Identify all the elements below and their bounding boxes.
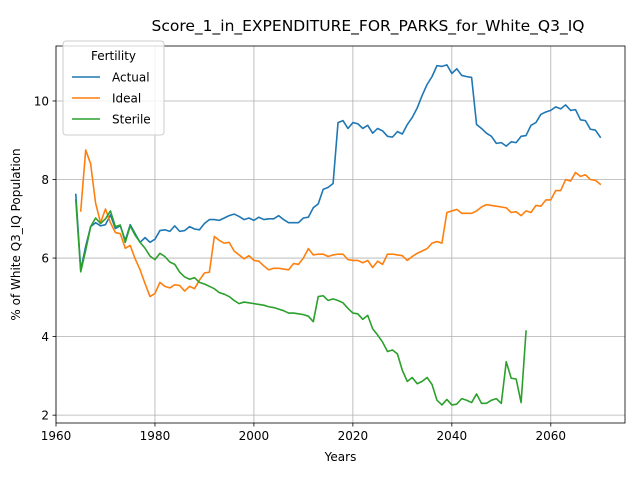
legend-label-ideal: Ideal xyxy=(112,92,141,106)
legend-label-actual: Actual xyxy=(112,71,150,85)
y-tick-label: 2 xyxy=(41,408,49,422)
grid-lines xyxy=(55,46,625,423)
x-tick-label: 1960 xyxy=(41,429,72,443)
x-tick-label: 2040 xyxy=(437,429,468,443)
series-layer xyxy=(74,64,602,406)
y-tick-label: 10 xyxy=(34,94,49,108)
y-tick-label: 4 xyxy=(41,330,49,344)
legend: Fertility Actual Ideal Sterile xyxy=(62,40,165,136)
series-line-ideal xyxy=(79,149,602,298)
chart-title: Score_1_in_EXPENDITURE_FOR_PARKS_for_Whi… xyxy=(151,17,584,36)
legend-box xyxy=(62,40,165,136)
legend-label-sterile: Sterile xyxy=(112,113,151,127)
x-axis-label: Years xyxy=(324,450,357,464)
y-tick-label: 6 xyxy=(41,251,49,265)
x-tick-label: 1980 xyxy=(140,429,171,443)
y-axis: 2 4 6 8 10 xyxy=(34,94,56,422)
legend-title: Fertility xyxy=(91,49,136,63)
y-axis-label: % of White Q3_IQ Population xyxy=(9,148,23,320)
series-line-sterile xyxy=(74,199,527,406)
x-tick-label: 2020 xyxy=(338,429,369,443)
series-line-actual xyxy=(74,64,602,271)
x-axis: 1960 1980 2000 2020 2040 2060 xyxy=(41,423,566,443)
x-tick-label: 2000 xyxy=(239,429,270,443)
plot-frame xyxy=(55,45,626,424)
y-tick-label: 8 xyxy=(41,173,49,187)
x-tick-label: 2060 xyxy=(536,429,567,443)
